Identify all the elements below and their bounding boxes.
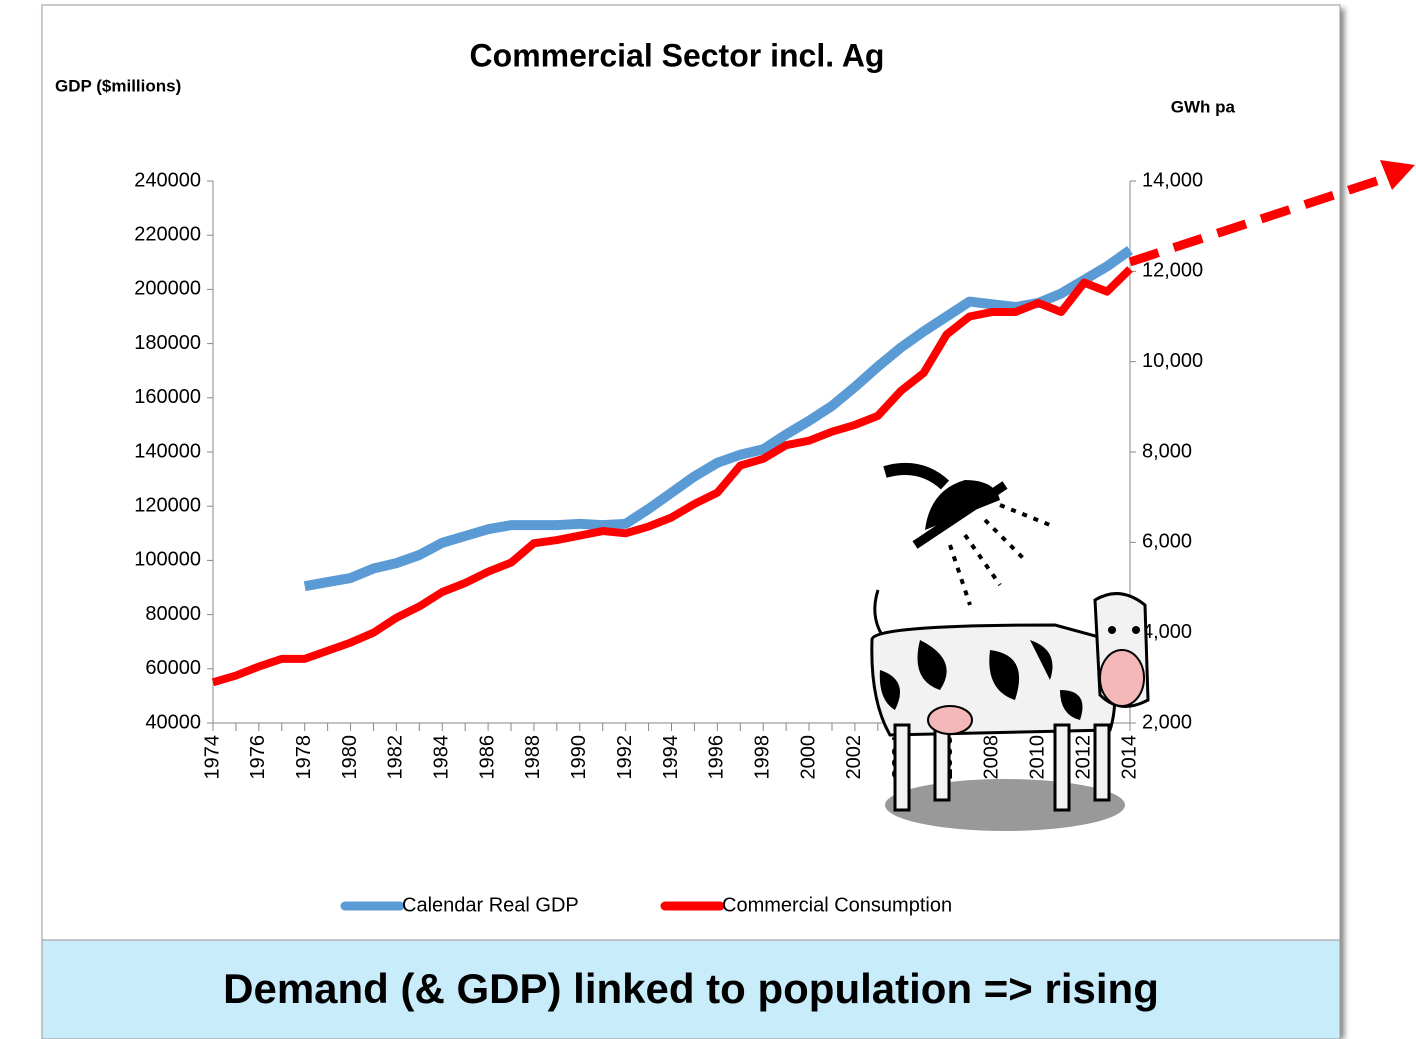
x-tick-label: 1982 bbox=[385, 735, 407, 780]
y-tick-label: 80000 bbox=[145, 603, 201, 625]
y2-tick-label: 2,000 bbox=[1142, 711, 1192, 733]
y-tick-label: 200000 bbox=[134, 278, 201, 300]
y-tick-label: 240000 bbox=[134, 169, 201, 191]
series-line bbox=[303, 246, 1133, 592]
x-tick-label: 1984 bbox=[431, 735, 453, 780]
x-tick-label: 2004 bbox=[889, 735, 911, 780]
x-tick-label: 2006 bbox=[935, 735, 957, 780]
chart-frame bbox=[41, 4, 1341, 1036]
y2-axis-title: GWh pa bbox=[1171, 97, 1236, 116]
legend-label: Calendar Real GDP bbox=[402, 894, 579, 916]
x-tick-label: 1974 bbox=[201, 735, 223, 780]
x-tick-label: 1994 bbox=[660, 735, 682, 780]
y2-tick-label: 14,000 bbox=[1142, 169, 1203, 191]
y-tick-label: 160000 bbox=[134, 386, 201, 408]
x-tick-label: 2000 bbox=[797, 735, 819, 780]
x-tick-label: 1986 bbox=[476, 735, 498, 780]
y-tick-label: 180000 bbox=[134, 332, 201, 354]
y2-tick-label: 10,000 bbox=[1142, 350, 1203, 372]
series-line bbox=[211, 266, 1133, 687]
y-tick-label: 140000 bbox=[134, 440, 201, 462]
legend-label: Commercial Consumption bbox=[722, 894, 952, 916]
chart-title: Commercial Sector incl. Ag bbox=[470, 37, 885, 73]
y-tick-label: 40000 bbox=[145, 711, 201, 733]
x-tick-label: 2012 bbox=[1072, 735, 1094, 780]
x-tick-label: 2010 bbox=[1027, 735, 1049, 780]
y-tick-label: 120000 bbox=[134, 494, 201, 516]
y2-tick-label: 4,000 bbox=[1142, 621, 1192, 643]
y2-tick-label: 6,000 bbox=[1142, 531, 1192, 553]
y-axis-title: GDP ($millions) bbox=[55, 76, 181, 95]
caption-band bbox=[41, 939, 1341, 1039]
x-tick-label: 1980 bbox=[339, 735, 361, 780]
x-tick-label: 1990 bbox=[568, 735, 590, 780]
y2-tick-label: 12,000 bbox=[1142, 260, 1203, 282]
y-tick-label: 60000 bbox=[145, 657, 201, 679]
x-tick-label: 1996 bbox=[706, 735, 728, 780]
x-tick-label: 1978 bbox=[293, 735, 315, 780]
y2-tick-label: 8,000 bbox=[1142, 440, 1192, 462]
x-tick-label: 1998 bbox=[751, 735, 773, 780]
y-tick-label: 220000 bbox=[134, 223, 201, 245]
x-tick-label: 1988 bbox=[522, 735, 544, 780]
x-tick-label: 1976 bbox=[247, 735, 269, 780]
y-tick-label: 100000 bbox=[134, 549, 201, 571]
caption: Demand (& GDP) linked to population => r… bbox=[223, 965, 1159, 1012]
x-tick-label: 2014 bbox=[1118, 735, 1140, 780]
x-tick-label: 1992 bbox=[614, 735, 636, 780]
x-tick-label: 2002 bbox=[843, 735, 865, 780]
x-tick-label: 2008 bbox=[981, 735, 1003, 780]
